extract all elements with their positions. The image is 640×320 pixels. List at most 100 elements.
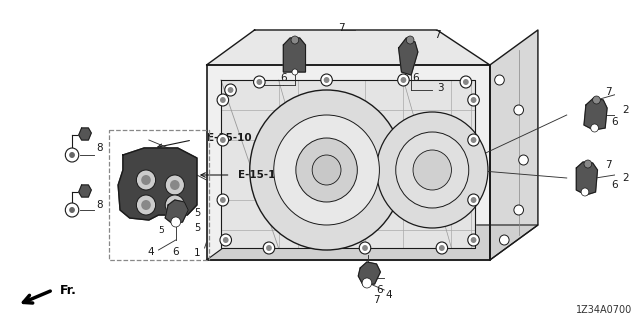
Text: 6: 6	[376, 285, 383, 295]
Circle shape	[593, 96, 600, 104]
Circle shape	[220, 197, 226, 203]
Circle shape	[170, 180, 180, 190]
Bar	[109, 130, 209, 260]
Polygon shape	[207, 65, 490, 260]
Circle shape	[514, 105, 524, 115]
Circle shape	[170, 200, 180, 210]
Circle shape	[470, 237, 476, 243]
Circle shape	[165, 195, 184, 215]
Circle shape	[69, 207, 75, 213]
Text: 4: 4	[386, 290, 392, 300]
Circle shape	[468, 194, 479, 206]
Circle shape	[292, 69, 298, 75]
Text: 6: 6	[280, 73, 287, 83]
Circle shape	[65, 203, 79, 217]
Circle shape	[359, 242, 371, 254]
Circle shape	[257, 79, 262, 85]
Circle shape	[470, 137, 476, 143]
Circle shape	[266, 245, 272, 251]
Text: E-15-10: E-15-10	[238, 170, 283, 180]
Text: 7: 7	[605, 160, 612, 170]
Circle shape	[468, 94, 479, 106]
Polygon shape	[358, 262, 380, 285]
Polygon shape	[490, 30, 538, 260]
Circle shape	[263, 242, 275, 254]
Circle shape	[312, 155, 341, 185]
Text: 2: 2	[623, 105, 629, 115]
Circle shape	[225, 84, 236, 96]
Text: 1: 1	[193, 248, 200, 258]
Polygon shape	[79, 185, 92, 197]
Circle shape	[584, 160, 592, 168]
Circle shape	[376, 112, 488, 228]
Circle shape	[223, 237, 228, 243]
Circle shape	[220, 97, 226, 103]
Text: 7: 7	[605, 87, 612, 97]
Text: 6: 6	[172, 247, 179, 257]
Text: 6: 6	[611, 180, 618, 190]
Circle shape	[291, 36, 299, 44]
Text: 8: 8	[96, 143, 102, 153]
Text: 5: 5	[194, 208, 200, 218]
Text: 1Z34A0700: 1Z34A0700	[577, 305, 632, 315]
Circle shape	[362, 245, 368, 251]
Circle shape	[321, 74, 332, 86]
Circle shape	[324, 77, 330, 83]
Text: 6: 6	[413, 73, 419, 83]
Circle shape	[69, 152, 75, 158]
Circle shape	[396, 132, 468, 208]
Circle shape	[499, 235, 509, 245]
Text: E-15-10: E-15-10	[207, 133, 251, 143]
Circle shape	[165, 175, 184, 195]
Polygon shape	[284, 38, 305, 72]
Polygon shape	[221, 80, 476, 248]
Circle shape	[463, 79, 468, 85]
Circle shape	[460, 76, 472, 88]
Circle shape	[518, 155, 528, 165]
Polygon shape	[118, 148, 197, 220]
Circle shape	[217, 134, 228, 146]
Circle shape	[495, 75, 504, 85]
Text: 5: 5	[159, 226, 164, 235]
Circle shape	[436, 242, 447, 254]
Text: 5: 5	[194, 223, 200, 233]
Circle shape	[217, 194, 228, 206]
Polygon shape	[165, 200, 188, 224]
Circle shape	[413, 150, 451, 190]
Circle shape	[136, 170, 156, 190]
Polygon shape	[399, 38, 418, 75]
Text: 7: 7	[434, 30, 440, 40]
Circle shape	[401, 77, 406, 83]
Circle shape	[274, 115, 380, 225]
Circle shape	[141, 200, 151, 210]
Circle shape	[514, 205, 524, 215]
Circle shape	[220, 234, 232, 246]
Polygon shape	[79, 128, 92, 140]
Polygon shape	[577, 162, 598, 195]
Text: 5: 5	[159, 205, 164, 214]
Circle shape	[581, 188, 589, 196]
Circle shape	[296, 138, 357, 202]
Text: 7: 7	[373, 295, 380, 305]
Text: 7: 7	[338, 23, 344, 33]
Circle shape	[406, 36, 414, 44]
Text: 2: 2	[623, 173, 629, 183]
Circle shape	[470, 197, 476, 203]
Circle shape	[220, 137, 226, 143]
Circle shape	[65, 148, 79, 162]
Circle shape	[591, 124, 598, 132]
Text: 3: 3	[255, 77, 261, 87]
Text: 7: 7	[153, 205, 160, 215]
Circle shape	[141, 175, 151, 185]
Polygon shape	[207, 30, 490, 65]
Circle shape	[217, 94, 228, 106]
Circle shape	[470, 97, 476, 103]
Text: 8: 8	[96, 200, 102, 210]
Polygon shape	[584, 98, 607, 130]
Circle shape	[228, 87, 234, 93]
Circle shape	[253, 76, 265, 88]
Circle shape	[136, 195, 156, 215]
Circle shape	[171, 217, 180, 227]
Text: 4: 4	[147, 247, 154, 257]
Circle shape	[250, 90, 403, 250]
